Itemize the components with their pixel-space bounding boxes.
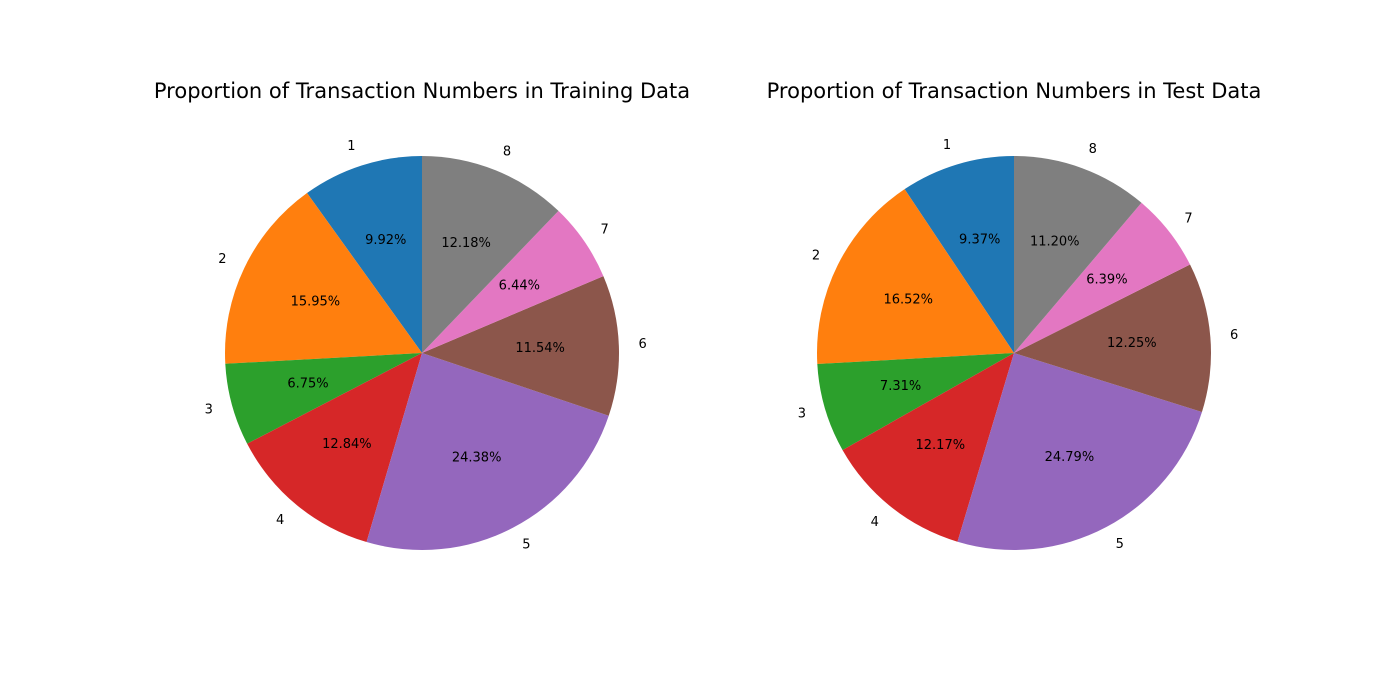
category-label-3: 3	[798, 407, 806, 422]
category-label-7: 7	[1184, 212, 1192, 227]
pct-label-3: 6.75%	[287, 377, 328, 392]
category-label-7: 7	[600, 223, 608, 238]
pct-label-7: 6.44%	[499, 278, 540, 293]
category-label-6: 6	[639, 337, 647, 352]
pct-label-2: 15.95%	[291, 294, 341, 309]
pie-slice-1	[904, 156, 1014, 353]
pct-label-7: 6.39%	[1086, 272, 1127, 287]
pct-label-5: 24.79%	[1045, 450, 1095, 465]
pct-label-6: 11.54%	[515, 341, 565, 356]
category-label-4: 4	[276, 513, 284, 528]
category-label-8: 8	[503, 144, 511, 159]
category-label-3: 3	[205, 403, 213, 418]
category-label-4: 4	[871, 515, 879, 530]
pct-label-3: 7.31%	[880, 379, 921, 394]
pie-slice-1	[307, 156, 422, 353]
pie-slice-2	[817, 189, 1014, 365]
pie-slices	[225, 156, 620, 550]
pie-slice-5	[957, 353, 1202, 550]
pie-labels: 9.37% 1 16.52% 2 7.31% 3 12.17% 4 24.79% 5 12.25% 6…	[798, 138, 1238, 552]
pct-label-1: 9.92%	[365, 233, 406, 248]
pie-slice-7	[1014, 202, 1191, 353]
pct-label-6: 12.25%	[1107, 336, 1157, 351]
category-label-2: 2	[218, 252, 226, 267]
pie-slice-6	[1014, 264, 1211, 412]
category-label-6: 6	[1230, 328, 1238, 343]
pie-slice-8	[422, 156, 559, 353]
category-label-5: 5	[1116, 537, 1124, 552]
test-pie-chart: Proportion of Transaction Numbers in Tes…	[767, 79, 1262, 552]
category-label-1: 1	[347, 139, 355, 154]
pie-slice-8	[1014, 156, 1142, 353]
pie-slice-3	[225, 353, 422, 444]
category-label-5: 5	[522, 538, 530, 553]
chart-title: Proportion of Transaction Numbers in Tes…	[767, 79, 1262, 103]
category-label-1: 1	[943, 138, 951, 153]
pct-label-4: 12.84%	[322, 437, 372, 452]
pct-label-1: 9.37%	[959, 232, 1000, 247]
pct-label-8: 11.20%	[1030, 235, 1080, 250]
pct-label-5: 24.38%	[452, 450, 502, 465]
pie-slice-6	[422, 276, 620, 416]
pct-label-8: 12.18%	[441, 236, 491, 251]
category-label-8: 8	[1089, 142, 1097, 157]
pie-slice-5	[366, 353, 609, 550]
category-label-2: 2	[812, 249, 820, 264]
pie-slice-2	[225, 193, 422, 364]
pie-slice-3	[817, 353, 1014, 451]
pct-label-4: 12.17%	[916, 438, 966, 453]
training-pie-chart: Proportion of Transaction Numbers in Tra…	[154, 79, 690, 553]
pie-slice-4	[842, 353, 1014, 542]
pie-labels: 9.92% 1 15.95% 2 6.75% 3 12.84% 4 24.38% 5 11.54% 6…	[205, 139, 647, 552]
chart-title: Proportion of Transaction Numbers in Tra…	[154, 79, 690, 103]
pie-slice-7	[422, 210, 604, 353]
pie-slice-4	[247, 353, 422, 543]
pie-slices	[817, 156, 1211, 550]
pct-label-2: 16.52%	[883, 293, 933, 308]
